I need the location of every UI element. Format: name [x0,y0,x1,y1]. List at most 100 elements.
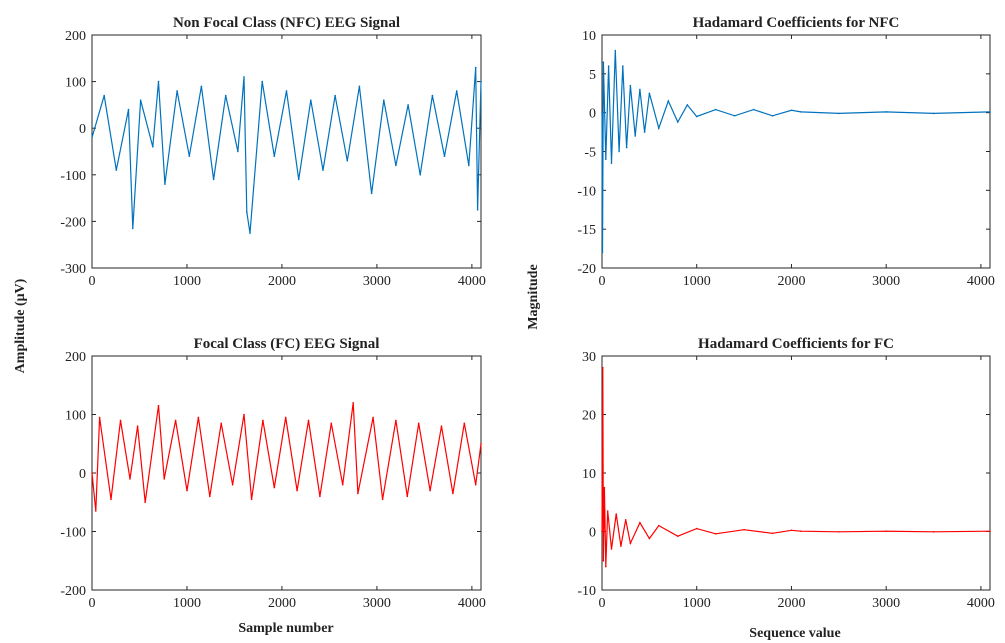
data-point [132,227,134,230]
y-tick-label: -200 [60,584,86,599]
y-tick-label: 0 [79,122,86,137]
data-point [605,565,607,568]
data-point [157,80,160,83]
data-point [372,416,374,419]
y-tick-label: 30 [582,350,596,365]
data-point [989,111,991,113]
panel-nfc-eeg: Non Focal Class (NFC) EEG Signal 0 1000 200… [60,15,486,289]
plot-area-frame [601,34,991,269]
data-point [733,115,736,117]
y-tick-label: 200 [65,350,86,365]
y-tick-label: -10 [577,184,596,199]
data-point [480,443,482,445]
data-point [648,92,651,95]
data-point [932,112,935,115]
x-tick-label: 2000 [777,596,805,611]
data-point [610,162,613,164]
data-point [164,183,166,185]
y-tick-label: 100 [65,409,86,424]
data-point [307,419,310,422]
data-point [127,108,130,111]
data-point [601,251,604,254]
data-point [407,104,409,106]
data-point [273,155,276,157]
chart-title: Hadamard Coefficients for NFC [693,15,900,31]
data-point [243,413,245,416]
data-point [285,90,288,92]
plot-area-frame [91,34,482,269]
data-point [200,85,203,88]
series-line [91,402,482,512]
data-point [624,519,627,521]
data-point [163,478,165,480]
data-point [429,489,431,492]
data-point [209,495,211,498]
data-point [643,131,646,133]
data-point [800,530,802,532]
data-point [243,76,245,78]
data-point [474,66,477,69]
x-tick-label: 0 [599,596,606,611]
data-point [601,530,603,533]
data-point [714,108,717,111]
data-point [250,498,253,501]
data-point [139,99,142,101]
data-point [381,498,384,501]
data-point [284,416,287,419]
data-point [989,530,991,532]
x-tick-label: 1000 [173,274,201,289]
data-point [658,524,660,527]
data-point [629,84,632,87]
data-point [639,521,641,524]
x-tick-label: 2000 [268,596,296,611]
data-point [352,402,355,404]
data-point [406,495,409,498]
y-tick-label: 100 [65,76,86,91]
data-point [197,416,200,419]
data-point [625,146,628,149]
data-point [885,530,887,532]
data-point [602,560,605,562]
data-point [395,164,397,167]
y-tick-label: -300 [60,262,86,277]
x-tick-label: 1000 [683,596,711,611]
data-point [370,192,373,195]
data-point [91,136,93,139]
data-point [357,492,359,495]
left-x-axis-label: Sample number [238,621,333,636]
x-tick-label: 4000 [967,274,995,289]
data-point [614,49,617,52]
data-point [714,533,717,535]
y-tick-label: 200 [65,29,86,44]
data-point [440,425,443,428]
chart-title: Non Focal Class (NFC) EEG Signal [173,15,400,31]
data-point [319,495,321,498]
data-point [790,109,793,112]
data-point [677,535,679,537]
data-point [136,425,139,428]
x-tick-label: 1000 [173,596,201,611]
data-point [463,422,466,425]
data-point [262,419,264,422]
y-tick-label: -20 [577,262,596,277]
left-y-axis-label: Amplitude (μV) [13,278,28,373]
data-point [212,178,215,181]
data-point [790,529,793,532]
data-point [634,135,636,137]
data-point [639,88,641,91]
x-tick-label: 3000 [872,596,900,611]
y-tick-label: -15 [577,223,596,238]
x-tick-label: 0 [89,596,96,611]
data-point [695,527,698,530]
data-point [297,178,300,181]
x-tick-label: 4000 [458,274,486,289]
plot-area-frame [91,355,482,591]
data-point [224,94,227,97]
data-point [932,531,935,533]
y-tick-label: 10 [582,467,596,482]
data-point [346,160,349,162]
data-point [98,416,101,419]
data-point [468,164,470,167]
right-y-axis-label: Magnitude [526,264,541,329]
